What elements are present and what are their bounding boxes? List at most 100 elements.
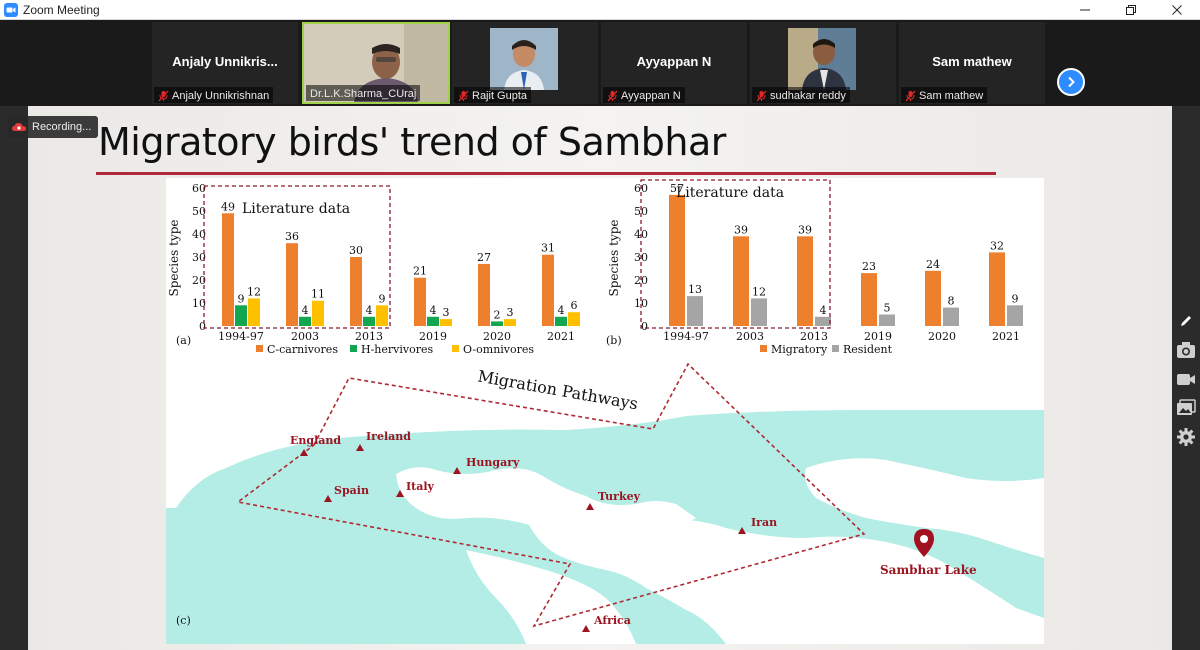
data-label: 39 [734, 223, 748, 236]
data-label: 4 [430, 304, 437, 317]
data-label: 9 [1012, 292, 1019, 305]
camera-icon[interactable] [1175, 339, 1197, 361]
literature-data-box [203, 185, 391, 329]
bar-c-carnivores [222, 213, 234, 326]
bar-c-carnivores [478, 263, 490, 326]
muted-mic-icon [458, 90, 469, 101]
participant-label: Sam mathew [901, 87, 988, 103]
data-label: 23 [862, 260, 876, 273]
gear-icon[interactable] [1175, 426, 1197, 448]
y-tick-label: 30 [192, 251, 206, 264]
bar-h-hervivores [235, 305, 247, 326]
participant-tile[interactable]: Ayyappan N Ayyappan N [601, 22, 747, 104]
bar-resident [687, 296, 703, 326]
participant-label: Ayyappan N [603, 87, 685, 103]
data-label: 49 [221, 200, 235, 213]
x-tick-label: 2019 [864, 330, 892, 343]
bar-c-carnivores [350, 257, 362, 326]
bar-h-hervivores [555, 316, 567, 326]
data-label: 9 [238, 292, 245, 305]
participant-label: Dr.L.K.Sharma_CUraj [306, 85, 421, 101]
title-divider [96, 172, 996, 175]
y-tick-label: 0 [641, 320, 648, 333]
window-titlebar: Zoom Meeting [0, 0, 1200, 20]
data-label: 32 [990, 239, 1004, 252]
place-label: Hungary [466, 456, 520, 469]
legend-swatch [760, 345, 767, 352]
bar-migratory [797, 236, 813, 326]
y-axis-label: Species type [607, 219, 621, 296]
data-label: 21 [413, 265, 427, 278]
place-label: Spain [334, 484, 369, 497]
bar-migratory [861, 273, 877, 326]
annotation-label: Literature data [676, 185, 784, 201]
bar-o-omnivores [248, 298, 260, 326]
data-label: 30 [349, 244, 363, 257]
x-tick-label: 2003 [291, 330, 319, 343]
participant-tile[interactable]: Rajit Gupta [452, 22, 598, 104]
participant-label: sudhakar reddy [752, 87, 850, 103]
bar-migratory [669, 194, 685, 326]
bar-o-omnivores [568, 312, 580, 326]
annotation-label: Literature data [242, 201, 350, 217]
data-label: 5 [884, 302, 891, 315]
data-label: 4 [366, 304, 373, 317]
data-label: 12 [752, 285, 766, 298]
x-tick-label: 2020 [928, 330, 956, 343]
legend-swatch [350, 345, 357, 352]
bar-o-omnivores [312, 300, 324, 326]
bar-resident [751, 298, 767, 326]
slide-title: Migratory birds' trend of Sambhar [98, 120, 726, 164]
bar-h-hervivores [427, 316, 439, 326]
place-label: Italy [406, 480, 435, 493]
x-tick-label: 2013 [355, 330, 383, 343]
x-tick-label: 2021 [547, 330, 575, 343]
minimize-icon[interactable] [1062, 0, 1108, 20]
recording-indicator[interactable]: Recording... [8, 116, 98, 138]
participant-tile[interactable]: Sam mathew Sam mathew [899, 22, 1045, 104]
place-label: Turkey [598, 490, 641, 503]
video-icon[interactable] [1175, 368, 1197, 390]
participant-tile-active-speaker[interactable]: Dr.L.K.Sharma_CUraj [302, 22, 450, 104]
figure-panel: Migration Pathways England Ireland [166, 178, 1044, 644]
restore-icon[interactable] [1108, 0, 1154, 20]
y-tick-label: 20 [634, 274, 648, 287]
bar-h-hervivores [363, 316, 375, 326]
participant-tile[interactable]: Anjaly Unnikris... Anjaly Unnikrishnan [152, 22, 298, 104]
participant-tile[interactable]: sudhakar reddy [750, 22, 896, 104]
bar-resident [879, 314, 895, 326]
muted-mic-icon [158, 90, 169, 101]
migration-map: Migration Pathways England Ireland [166, 362, 1044, 644]
legend-swatch [832, 345, 839, 352]
x-tick-label: 2020 [483, 330, 511, 343]
annotation-toolbar [1172, 310, 1200, 455]
shared-screen: Migratory birds' trend of Sambhar [0, 106, 1200, 650]
data-label: 4 [820, 304, 827, 317]
participant-label: Anjaly Unnikrishnan [154, 87, 274, 103]
panel-label: (b) [606, 334, 622, 347]
legend-entry: O-omnivores [463, 343, 534, 356]
pen-icon[interactable] [1175, 310, 1197, 332]
legend-entry: C-carnivores [267, 343, 338, 356]
data-label: 9 [379, 292, 386, 305]
presentation-slide: Migratory birds' trend of Sambhar [28, 106, 1172, 650]
place-label: Iran [751, 516, 777, 529]
bar-o-omnivores [440, 319, 452, 326]
data-label: 6 [571, 299, 578, 312]
cloud-recording-icon [12, 123, 26, 131]
gallery-icon[interactable] [1175, 397, 1197, 419]
data-label: 27 [477, 251, 491, 264]
data-label: 8 [948, 295, 955, 308]
close-icon[interactable] [1154, 0, 1200, 20]
bar-migratory [733, 236, 749, 326]
data-label: 11 [311, 288, 325, 301]
data-label: 2 [494, 308, 501, 321]
x-tick-label: 2013 [800, 330, 828, 343]
muted-mic-icon [607, 90, 618, 101]
bar-h-hervivores [299, 316, 311, 326]
y-tick-label: 10 [634, 297, 648, 310]
chevron-right-icon[interactable] [1057, 68, 1085, 96]
zoom-logo-icon [4, 2, 18, 17]
